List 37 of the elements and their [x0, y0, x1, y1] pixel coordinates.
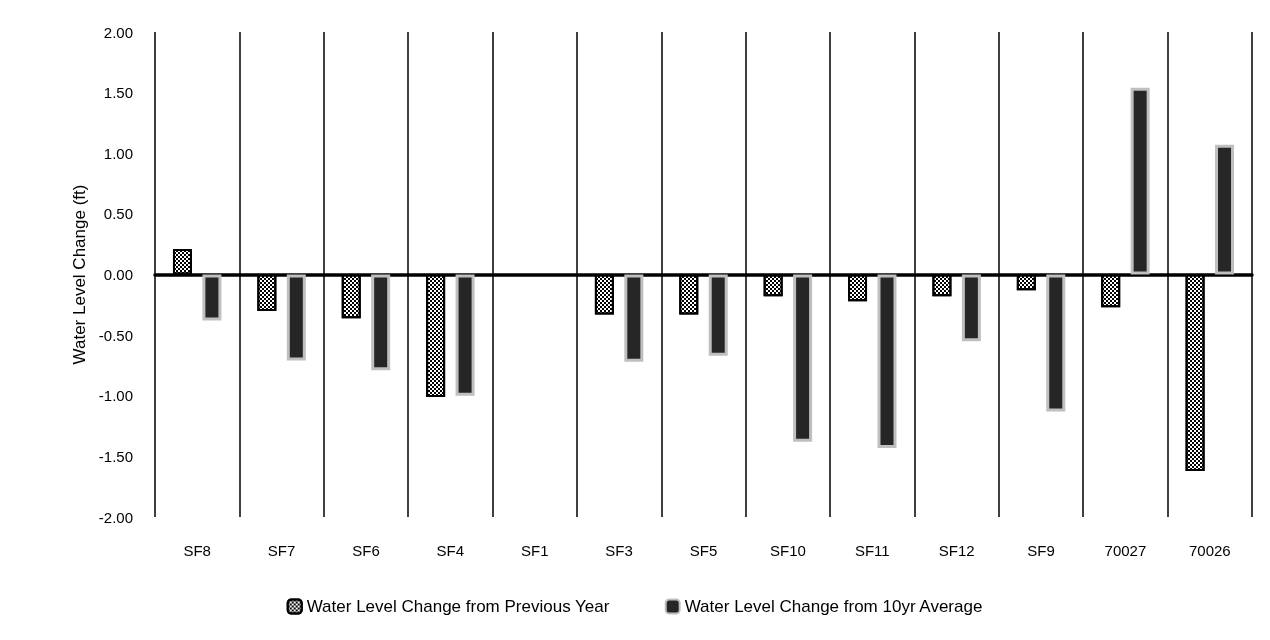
x-tick-label: SF12 [938, 542, 975, 559]
y-tick-label: 2.00 [103, 23, 133, 41]
x-tick-label: SF5 [689, 542, 718, 559]
x-tick-label: SF4 [436, 542, 465, 559]
x-tick-label: SF11 [854, 542, 890, 559]
bar [286, 274, 306, 361]
bar [793, 274, 813, 442]
x-tick-label: SF3 [605, 542, 633, 559]
y-tick-label: -1.00 [98, 387, 133, 405]
bar [961, 274, 981, 342]
y-tick-label: 0.00 [103, 266, 133, 283]
x-tick-label: SF9 [1027, 542, 1055, 559]
bar [1046, 274, 1066, 412]
y-axis-title: Water Level Change (ft) [69, 184, 89, 365]
x-tick-label: SF1 [520, 542, 549, 559]
x-tick-label: SF6 [352, 542, 380, 559]
bar [1215, 144, 1235, 275]
bar [202, 274, 222, 321]
legend-label: Water Level Change from Previous Year [306, 597, 610, 616]
x-tick-label: 70026 [1188, 542, 1231, 559]
y-tick-label: 1.00 [103, 144, 133, 162]
x-tick-label: SF8 [183, 542, 211, 559]
y-tick-label: 0.50 [103, 205, 133, 223]
legend-label: Water Level Change from 10yr Average [684, 597, 983, 616]
bar [455, 274, 475, 396]
bar [708, 274, 728, 356]
y-tick-label: -1.50 [98, 447, 133, 465]
y-tick-label: 1.50 [103, 84, 133, 102]
bar [624, 274, 644, 362]
y-tick-label: -0.50 [98, 326, 133, 344]
x-tick-label: 70027 [1104, 542, 1147, 559]
bar [877, 274, 897, 448]
bar [371, 274, 391, 371]
y-tick-label: -2.00 [98, 508, 133, 526]
bar [1130, 87, 1150, 275]
x-tick-label: SF10 [769, 542, 806, 559]
x-tick-label: SF7 [267, 542, 296, 559]
